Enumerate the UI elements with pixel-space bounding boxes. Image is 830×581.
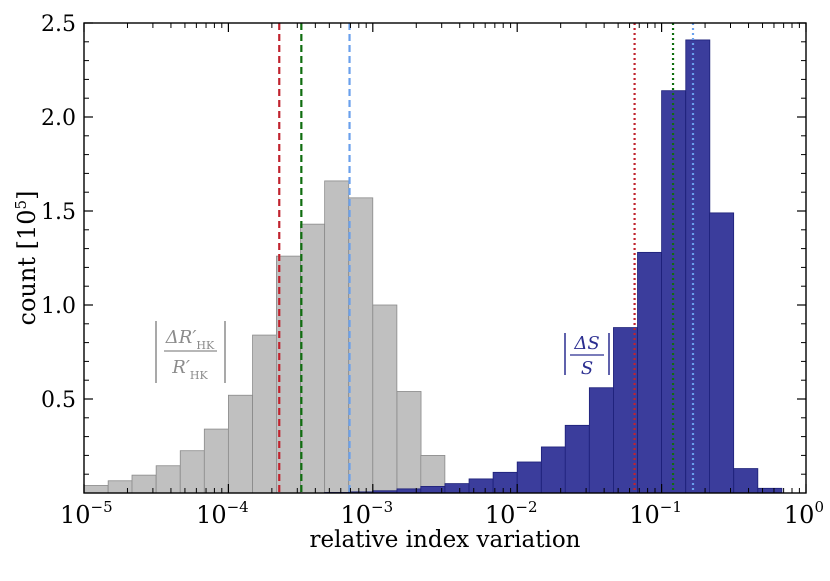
bar-s1-5 (444, 483, 470, 494)
bar-s0-4 (179, 450, 205, 494)
x-axis-label: relative index variation (309, 527, 580, 553)
histogram-bars (83, 39, 783, 494)
plot-frame (83, 22, 807, 494)
bar-s0-10 (324, 180, 350, 494)
bar-s1-8 (516, 461, 542, 494)
series-label-rhk: ΔR′HK R′HK (155, 321, 226, 383)
x-tick-label-4: 10−1 (629, 498, 682, 529)
bar-s0-3 (155, 465, 181, 494)
bar-s0-11 (348, 197, 374, 494)
bar-s1-12 (613, 327, 638, 494)
bar-s1-9 (540, 446, 566, 494)
bar-s1-16 (709, 212, 735, 494)
axis-ticks: 10−5 10−4 10−3 10−2 10−1 100 0.5 1.0 1.5 2.0 2.5 (41, 12, 824, 529)
bar-s1-15 (685, 39, 711, 494)
bar-s0-6 (227, 394, 253, 494)
bar-s0-12 (372, 304, 398, 494)
x-tick-label-3: 10−2 (485, 498, 538, 529)
bar-s0-13 (396, 391, 422, 494)
bar-s0-1 (107, 480, 133, 494)
x-tick-label-1: 10−4 (196, 498, 249, 529)
svg-text:R′HK: R′HK (171, 357, 208, 382)
svg-text:ΔS: ΔS (573, 333, 599, 354)
x-tick-label-2: 10−3 (340, 498, 393, 529)
bar-s0-0 (83, 485, 109, 494)
bar-s1-13 (637, 251, 662, 494)
x-tick-label-5: 100 (784, 498, 824, 529)
y-axis-label: count [105] (12, 191, 41, 326)
svg-text:ΔR′HK: ΔR′HK (165, 327, 215, 352)
y-tick-label-2: 1.5 (41, 200, 76, 225)
bar-s0-9 (300, 223, 326, 494)
x-tick-label-0: 10−5 (60, 498, 113, 529)
bar-s1-11 (588, 387, 614, 494)
y-tick-label-3: 2.0 (41, 106, 76, 131)
bar-s0-7 (252, 334, 278, 494)
bar-s1-10 (564, 424, 590, 494)
reference-lines (278, 23, 695, 493)
bar-s1-6 (468, 478, 494, 494)
y-tick-label-0: 0.5 (41, 388, 76, 413)
y-tick-label-1: 1.0 (41, 294, 76, 319)
bar-s1-14 (661, 90, 687, 494)
bar-s1-17 (733, 468, 759, 494)
series-label-s: ΔS S (564, 333, 610, 379)
bar-s1-18 (757, 487, 783, 494)
svg-text:S: S (581, 358, 593, 379)
y-tick-label-4: 2.5 (41, 12, 76, 37)
bar-s0-8 (275, 255, 301, 494)
bar-s1-7 (492, 471, 518, 494)
bar-s0-5 (203, 428, 229, 494)
